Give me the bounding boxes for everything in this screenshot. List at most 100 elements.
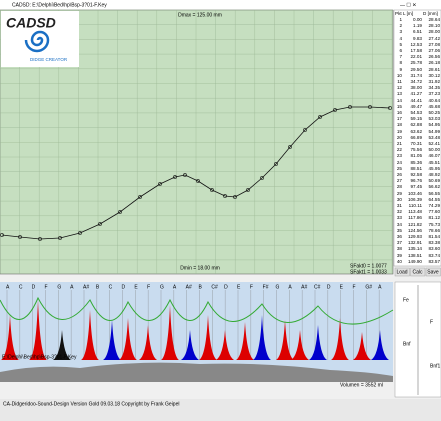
buttons: Load Calc Save	[394, 267, 441, 277]
table-cell: 6	[399, 48, 402, 53]
table-cell: 28.61	[428, 66, 441, 72]
table-cell: 59.15	[410, 116, 423, 122]
profile-point	[118, 210, 122, 214]
table-cell: 138.51	[407, 252, 422, 258]
profile-point	[348, 105, 352, 109]
note-label: B	[96, 284, 100, 290]
table-cell: 19	[396, 128, 402, 134]
note-label: A	[6, 284, 10, 290]
table-cell: 36	[396, 234, 402, 239]
note-label: F	[45, 284, 48, 290]
table-cell: 50.25	[428, 110, 441, 115]
side-labels: Fe F Bnf Bnf1	[403, 297, 441, 369]
resonance-curve	[0, 296, 394, 325]
table-cell: 9	[399, 66, 402, 72]
profile-point	[98, 222, 102, 226]
note-label: E	[237, 284, 241, 290]
window-controls[interactable]: — ☐ ✕	[400, 2, 416, 8]
table-cell: 31	[396, 203, 402, 208]
note-label: G	[57, 284, 61, 290]
note-label: A#	[301, 284, 307, 290]
button[interactable]	[410, 267, 426, 277]
table-cell: 18	[396, 122, 402, 128]
table-cell: 49.47	[410, 103, 423, 109]
table-cell: 23	[396, 153, 402, 159]
button-label[interactable]: Save	[427, 269, 439, 275]
button-label[interactable]: Calc	[412, 269, 423, 275]
table-cell: 92.58	[410, 172, 423, 177]
table-cell: 117.86	[408, 215, 422, 221]
table-cell: 31.92	[428, 79, 441, 84]
button-label[interactable]: Load	[396, 269, 407, 275]
side-label: Fe	[403, 297, 409, 303]
table-cell: 12	[396, 85, 402, 91]
profile-point	[138, 195, 142, 199]
sfakt1: SFakt1 = 1.0033	[350, 269, 387, 275]
table-cell: 83.57	[428, 258, 441, 264]
note-label: C#	[314, 284, 321, 290]
table-cell: 26.56	[428, 54, 441, 60]
table-cell: 132.91	[407, 240, 422, 246]
table-cell: 44.41	[410, 97, 423, 103]
table-cell: 70.31	[410, 141, 423, 146]
table-cell: 25.78	[410, 60, 423, 66]
table-cell: 45.51	[428, 159, 441, 165]
table-cell: 83.60	[428, 246, 441, 252]
note-label: A#	[83, 284, 89, 290]
note-label: E	[340, 284, 344, 290]
note-label: D	[32, 284, 36, 290]
spectrum-peak	[291, 330, 309, 360]
table-cell: 15	[396, 103, 402, 109]
side-label: Bnf	[403, 341, 411, 347]
table-cell: 5	[399, 41, 402, 47]
table-cell: 27	[396, 178, 402, 184]
table-cell: 48.92	[428, 172, 441, 177]
title-bar	[0, 0, 441, 10]
table-cell: 4	[399, 35, 402, 41]
table-cell: 9.83	[413, 35, 422, 41]
note-labels: A C D F G A A# B C D E F G A A# B C# D E F F# G A A# C# D E F G# A	[6, 284, 382, 360]
table-cell: 56.55	[428, 190, 441, 196]
note-label: D	[224, 284, 228, 290]
table-cell: 121.82	[407, 221, 422, 227]
table-cell: 30.12	[428, 72, 441, 78]
profile-point	[173, 175, 177, 179]
table-cell: 24	[396, 159, 402, 165]
status-text: CA-Didgeridoo-Sound-Design Version Gold …	[3, 401, 179, 407]
table-cell: 52.41	[428, 141, 441, 146]
table-cell: 129.93	[407, 234, 422, 239]
table-cell: 77.60	[428, 209, 441, 215]
table-cell: 20	[396, 134, 402, 140]
note-label: D	[327, 284, 331, 290]
spectrum-peak	[1, 315, 19, 360]
table-cell: 22.01	[410, 54, 423, 60]
note-label: B	[199, 284, 203, 290]
table-cell: 54.53	[410, 110, 423, 115]
table-cell: 28	[396, 184, 402, 190]
table-cell: 17	[396, 116, 402, 122]
table-cell: 81.05	[410, 153, 423, 159]
profile-point	[196, 179, 200, 183]
table-cell: 7	[399, 54, 402, 60]
spectrum-peak	[199, 315, 217, 360]
table-cell: 1.19	[413, 23, 422, 29]
table-cell: 124.56	[407, 227, 422, 233]
table-cell: 81.54	[428, 234, 441, 239]
spectrum-peak	[81, 310, 99, 360]
profile-point	[210, 188, 214, 192]
table-cell: 27.42	[428, 35, 441, 41]
table-cell: 97.45	[410, 184, 423, 190]
table-cell: 11	[397, 79, 402, 84]
button[interactable]	[394, 267, 410, 277]
note-label: G	[276, 284, 280, 290]
table-cell: 10	[396, 72, 402, 78]
profile-point	[0, 233, 4, 237]
table-cell: 35	[396, 227, 402, 233]
profile-point	[388, 106, 392, 110]
table-cell: 8	[399, 60, 402, 66]
profile-point	[288, 145, 292, 149]
bore-profile	[1, 106, 391, 240]
table-cell: 40	[396, 258, 402, 264]
table-cell: 2	[399, 23, 402, 29]
